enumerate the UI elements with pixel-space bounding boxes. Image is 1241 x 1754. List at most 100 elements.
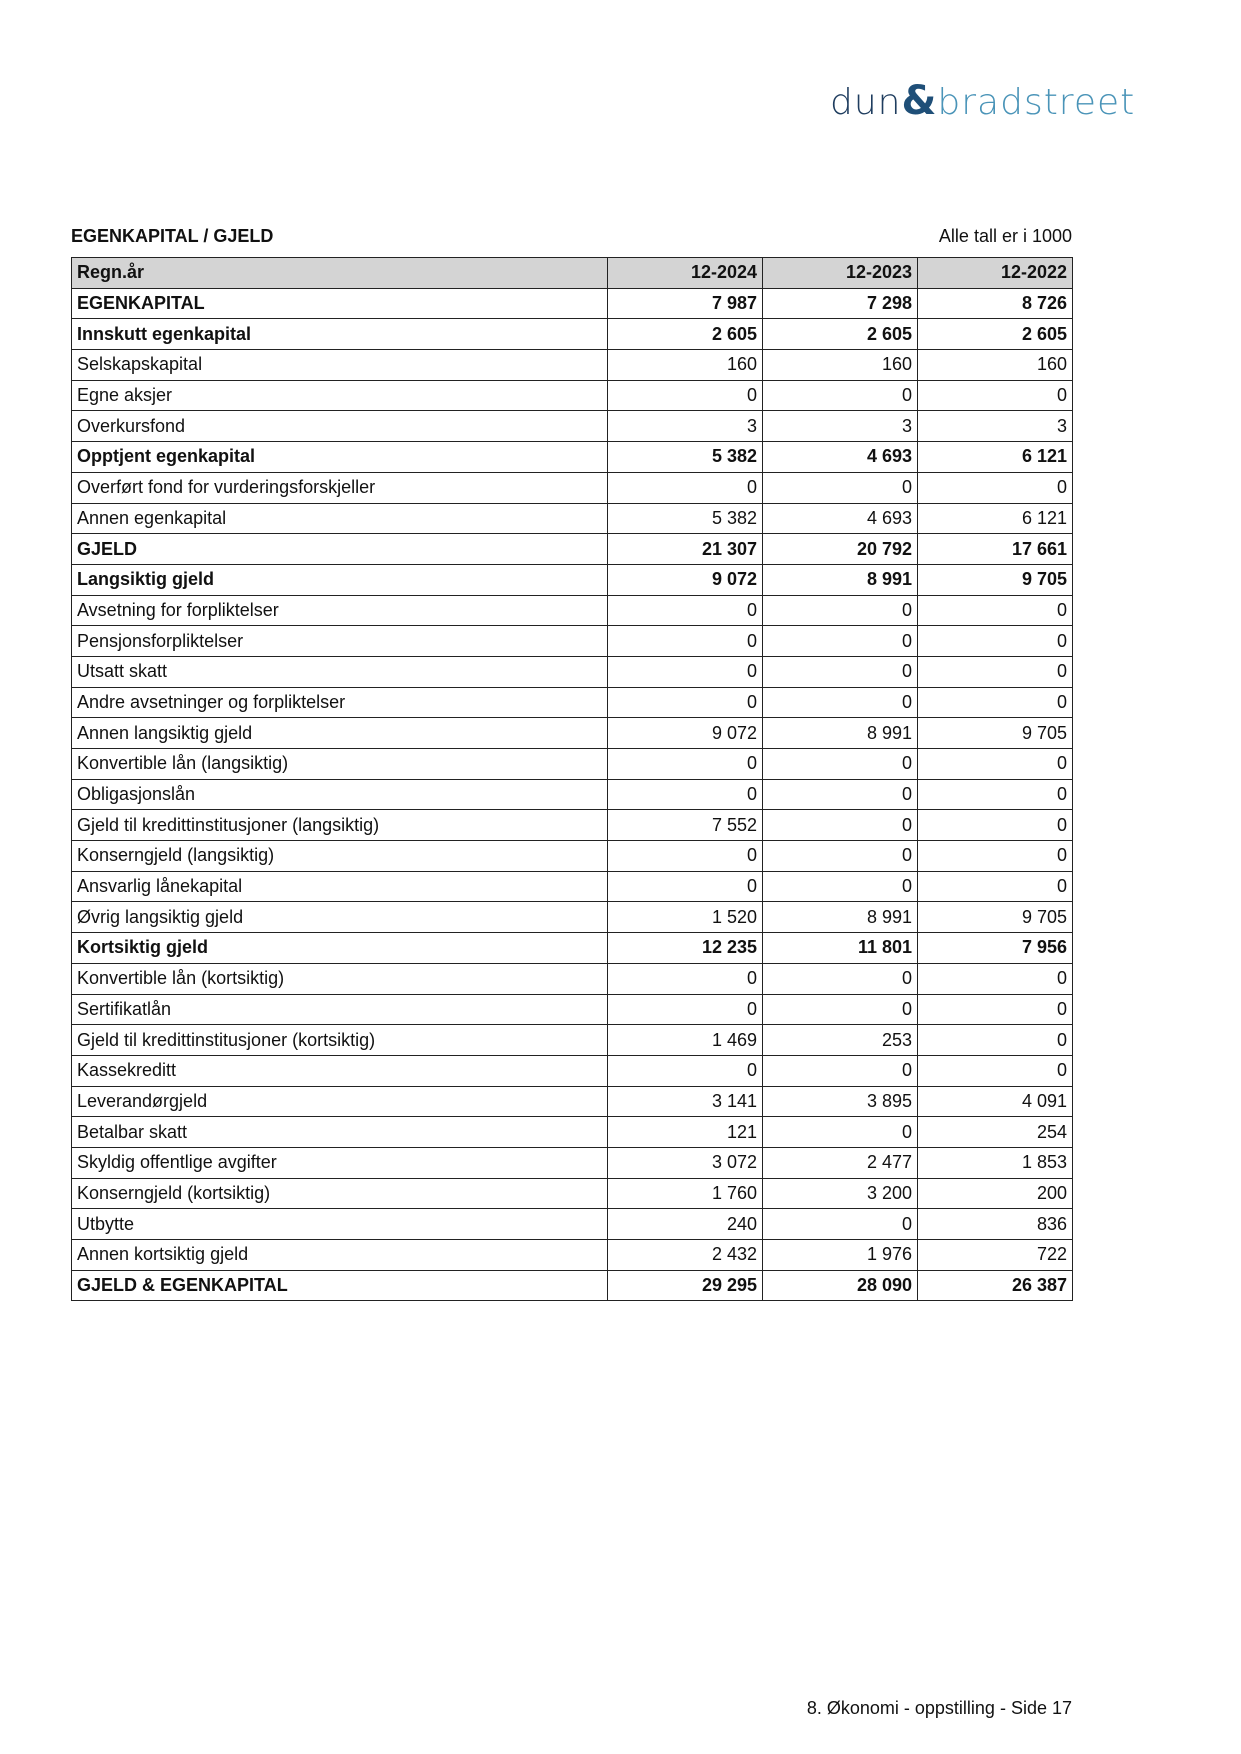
table-row: Selskapskapital 160 160 160 [71,349,1073,381]
row-label: GJELD [71,533,608,565]
row-value: 8 991 [762,717,918,749]
row-value: 2 432 [607,1239,763,1271]
row-value: 0 [607,471,763,504]
row-value: 836 [917,1208,1073,1240]
row-label: Utsatt skatt [71,655,608,688]
row-value: 4 693 [762,441,918,473]
row-value: 0 [762,778,918,811]
table-row: Innskutt egenkapital 2 605 2 605 2 605 [71,318,1073,351]
row-value: 2 605 [762,318,918,351]
row-label: Konvertible lån (kortsiktig) [71,962,608,995]
row-value: 6 121 [917,441,1073,473]
row-label: Pensjonsforpliktelser [71,625,608,657]
row-value: 0 [762,471,918,504]
row-value: 0 [607,962,763,995]
row-value: 9 705 [917,563,1073,596]
table-row: Obligasjonslån 0 0 0 [71,778,1073,811]
table-row: Andre avsetninger og forpliktelser 0 0 0 [71,686,1073,719]
table-row: Langsiktig gjeld 9 072 8 991 9 705 [71,563,1073,596]
row-value: 121 [607,1116,763,1148]
row-value: 2 605 [607,318,763,351]
row-value: 7 552 [607,809,763,842]
row-value: 160 [917,349,1073,381]
row-label: Øvrig langsiktig gjeld [71,901,608,934]
row-value: 722 [917,1239,1073,1271]
table-row: Annen langsiktig gjeld 9 072 8 991 9 705 [71,717,1073,749]
table-row: Konserngjeld (kortsiktig) 1 760 3 200 200 [71,1177,1073,1210]
row-value: 240 [607,1208,763,1240]
row-value: 0 [917,594,1073,627]
row-value: 5 382 [607,441,763,473]
row-label: Langsiktig gjeld [71,563,608,596]
table-row: Gjeld til kredittinstitusjoner (kortsikt… [71,1024,1073,1056]
row-value: 0 [917,870,1073,903]
table-row: Annen kortsiktig gjeld 2 432 1 976 722 [71,1239,1073,1271]
row-value: 200 [917,1177,1073,1210]
row-value: 3 [607,410,763,443]
table-header-row: Regn.år 12-2024 12-2023 12-2022 [71,257,1073,289]
row-value: 28 090 [762,1269,918,1302]
row-label: Utbytte [71,1208,608,1240]
row-value: 0 [917,748,1073,780]
row-value: 0 [917,625,1073,657]
row-label: Avsetning for forpliktelser [71,594,608,627]
row-value: 0 [762,1208,918,1240]
row-value: 0 [607,748,763,780]
row-value: 2 605 [917,318,1073,351]
row-value: 254 [917,1116,1073,1148]
row-value: 0 [917,962,1073,995]
row-label: Gjeld til kredittinstitusjoner (langsikt… [71,809,608,842]
row-value: 26 387 [917,1269,1073,1302]
row-label: Skyldig offentlige avgifter [71,1146,608,1179]
row-value: 3 [917,410,1073,443]
table-row: Leverandørgjeld 3 141 3 895 4 091 [71,1085,1073,1118]
row-value: 3 200 [762,1177,918,1210]
row-value: 0 [917,379,1073,412]
row-value: 0 [607,594,763,627]
row-value: 3 [762,410,918,443]
header-label: Regn.år [71,257,608,289]
row-value: 7 298 [762,287,918,320]
row-label: EGENKAPITAL [71,287,608,320]
row-value: 0 [607,379,763,412]
row-label: GJELD & EGENKAPITAL [71,1269,608,1302]
row-value: 3 072 [607,1146,763,1179]
row-value: 160 [607,349,763,381]
table-row: EGENKAPITAL 7 987 7 298 8 726 [71,287,1073,320]
row-label: Obligasjonslån [71,778,608,811]
dun-bradstreet-logo: dun&bradstreet [830,78,1135,124]
table-row: Utbytte 240 0 836 [71,1208,1073,1240]
table-row: Opptjent egenkapital 5 382 4 693 6 121 [71,441,1073,473]
row-value: 0 [762,993,918,1026]
row-value: 9 072 [607,717,763,749]
table-row: GJELD & EGENKAPITAL 29 295 28 090 26 387 [71,1269,1073,1302]
row-label: Gjeld til kredittinstitusjoner (kortsikt… [71,1024,608,1056]
page-footer: 8. Økonomi - oppstilling - Side 17 [806,1698,1072,1718]
row-label: Innskutt egenkapital [71,318,608,351]
row-value: 0 [762,1054,918,1087]
row-value: 0 [762,809,918,842]
table-row: Sertifikatlån 0 0 0 [71,993,1073,1026]
table-row: Skyldig offentlige avgifter 3 072 2 477 1 8… [71,1146,1073,1179]
table-row: Avsetning for forpliktelser 0 0 0 [71,594,1073,627]
row-value: 3 895 [762,1085,918,1118]
row-label: Kassekreditt [71,1054,608,1087]
row-value: 0 [762,379,918,412]
row-value: 0 [917,655,1073,688]
row-value: 1 976 [762,1239,918,1271]
row-value: 0 [762,686,918,719]
table-row: Konvertible lån (kortsiktig) 0 0 0 [71,962,1073,995]
row-value: 0 [917,778,1073,811]
row-value: 0 [917,840,1073,872]
row-value: 253 [762,1024,918,1056]
row-value: 3 141 [607,1085,763,1118]
header-year: 12-2022 [917,257,1073,289]
table-row: Konserngjeld (langsiktig) 0 0 0 [71,840,1073,872]
row-label: Annen langsiktig gjeld [71,717,608,749]
table-row: GJELD 21 307 20 792 17 661 [71,533,1073,565]
row-label: Leverandørgjeld [71,1085,608,1118]
row-label: Konserngjeld (langsiktig) [71,840,608,872]
row-value: 5 382 [607,502,763,535]
row-label: Annen kortsiktig gjeld [71,1239,608,1271]
row-value: 0 [607,870,763,903]
